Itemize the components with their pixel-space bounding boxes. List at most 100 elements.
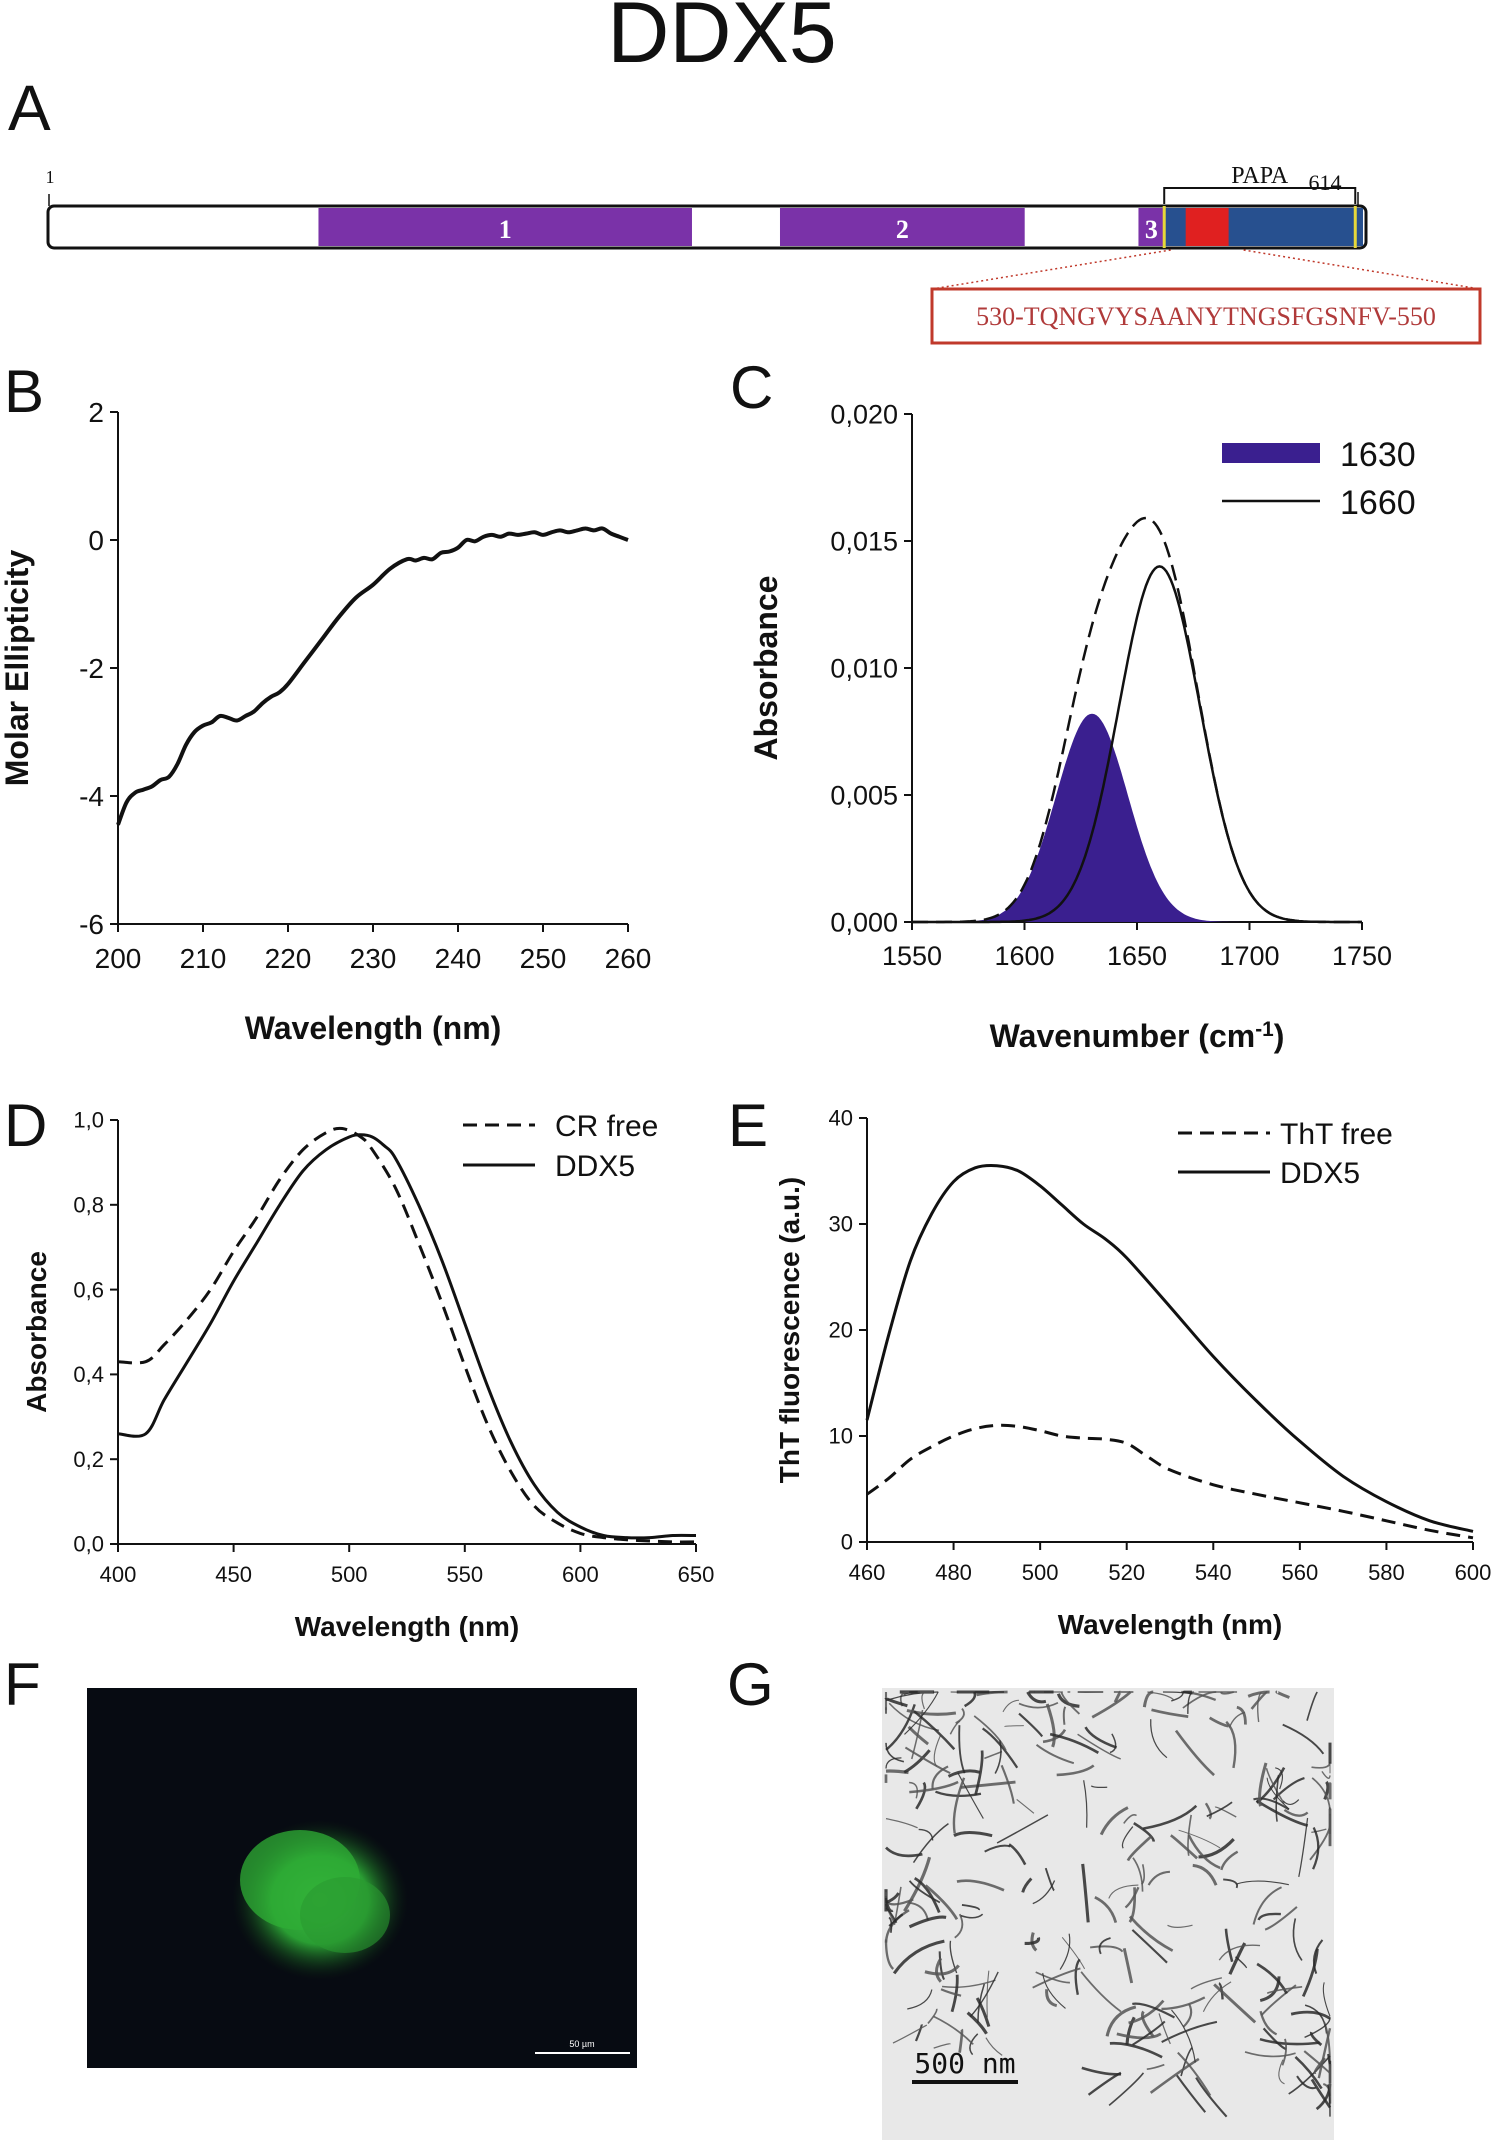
domain-label-1: 1 [499, 215, 512, 244]
x-tick-label: 230 [350, 943, 397, 974]
fibril-strand [885, 1846, 923, 1858]
fibril-strand [909, 1780, 959, 1794]
fibril-strand [996, 1814, 1049, 1844]
domain-end-label: 614 [1309, 170, 1342, 195]
x-tick-label: 650 [678, 1562, 715, 1587]
fibril-strand [1266, 1986, 1303, 1994]
fibril-strand [1327, 2084, 1331, 2117]
fibril-strand [1167, 1924, 1193, 1928]
x-tick-label: 200 [95, 943, 142, 974]
y-tick-label: 0,005 [830, 780, 898, 810]
fibril-strand [1225, 1720, 1237, 1769]
legend-label-0: CR free [555, 1110, 658, 1143]
y-tick-label: 20 [829, 1318, 853, 1343]
fibril-strand [885, 1818, 918, 1829]
x-tick-label: 1700 [1219, 941, 1279, 971]
fibril-network [884, 1690, 1332, 2118]
fibril-strand [1275, 1767, 1284, 1790]
fibril-strand [960, 1913, 984, 1919]
fibril-strand [1259, 1976, 1281, 2003]
domain-1 [318, 208, 692, 246]
fibril-strand [1192, 1863, 1218, 1886]
domain-3 [1138, 208, 1165, 246]
y-tick-label: 40 [829, 1106, 853, 1131]
highlight-region [1185, 208, 1229, 246]
fibril-strand [912, 1823, 949, 1864]
fibril-strand [1044, 1867, 1055, 1892]
legend-label-0: ThT free [1280, 1118, 1393, 1151]
x-axis-label-end: ) [1274, 1018, 1285, 1054]
fibril-strand [1149, 2057, 1200, 2094]
x-tick-label: 500 [1022, 1560, 1059, 1585]
fibril-strand [1275, 1690, 1290, 1699]
series-line-cr-free [117, 1126, 697, 1544]
x-tick-label: 240 [435, 943, 482, 974]
fibril-strand [974, 1750, 984, 1796]
fibril-strand [1294, 2055, 1323, 2090]
fibril-strand [961, 1904, 981, 1911]
domain-label-3: 3 [1145, 215, 1158, 244]
y-tick-label: -4 [79, 781, 104, 812]
fibril-strand [1108, 2072, 1145, 2107]
fibril-strand [1045, 1989, 1058, 2008]
fibril-strand [1311, 1828, 1327, 1834]
fibril-strand [940, 1988, 962, 1997]
x-tick-label: 500 [331, 1562, 368, 1587]
fibril-strand [982, 1727, 1019, 1769]
fibril-strand [1109, 2041, 1163, 2059]
series-line-cd [116, 526, 629, 826]
fibril-strand [1282, 1799, 1300, 1806]
series-area-1630 [912, 713, 1362, 922]
domain-start-label: 1 [46, 167, 55, 187]
fibril-strand [1098, 1937, 1111, 1955]
fibril-strand [904, 1746, 951, 1775]
fibril-strand [984, 1844, 1011, 1853]
x-axis-label: Wavelength (nm) [295, 1611, 520, 1642]
fibril-strand [1126, 1835, 1153, 1862]
fibril-strand [1171, 2009, 1196, 2063]
fibril-strand [976, 1690, 1008, 1697]
x-tick-label: 540 [1195, 1560, 1232, 1585]
fibril-strand [1124, 1886, 1140, 1909]
x-tick-label: 450 [215, 1562, 252, 1587]
fibril-strand [892, 2024, 928, 2044]
fibril-strand [1094, 1896, 1118, 1923]
fibril-strand [1090, 1785, 1108, 1789]
fibril-strand [924, 1964, 960, 1976]
y-axis-label: Absorbance [748, 576, 784, 761]
fibril-strand [904, 1691, 939, 1735]
legend-label-1: DDX5 [555, 1150, 635, 1183]
fibril-strand [1142, 1804, 1198, 1830]
fibril-strand [1087, 2071, 1122, 2096]
y-tick-label: -6 [79, 909, 104, 940]
fibril-strand [1059, 1933, 1071, 1970]
fibril-strand [1147, 1691, 1175, 1701]
fibril-strand [1091, 1690, 1132, 1719]
fibril-strand [1321, 1771, 1331, 1779]
fibril-strand [1317, 2027, 1332, 2079]
fibril-strand [1275, 1775, 1280, 1822]
y-tick-label: 0 [841, 1530, 853, 1555]
fibril-strand [1024, 1937, 1041, 1946]
fibril-strand [885, 1757, 902, 1769]
domain-2 [779, 208, 1025, 246]
papa-label: PAPA [1231, 163, 1289, 189]
fibril-strand [1218, 1944, 1261, 1961]
x-tick-label: 600 [562, 1562, 599, 1587]
fibril-strand [1125, 2016, 1136, 2045]
fibril-strand [957, 1772, 984, 1819]
fibril-strand [1113, 1690, 1122, 1703]
fibril-strand [1132, 2002, 1176, 2019]
fibril-strand [1146, 2063, 1165, 2070]
fibril-strand [909, 1781, 919, 1799]
x-tick-label: 550 [446, 1562, 483, 1587]
fibril-strand [1283, 1808, 1309, 1817]
fibril-strand [1021, 1877, 1033, 1893]
panel-label-b: B [4, 358, 44, 425]
fibril-strand [914, 2024, 923, 2042]
x-axis-label: Wavelength (nm) [245, 1010, 502, 1046]
y-tick-label: 30 [829, 1212, 853, 1237]
fibril-strand [1252, 1886, 1282, 1925]
fibril-strand [1259, 2010, 1278, 2036]
